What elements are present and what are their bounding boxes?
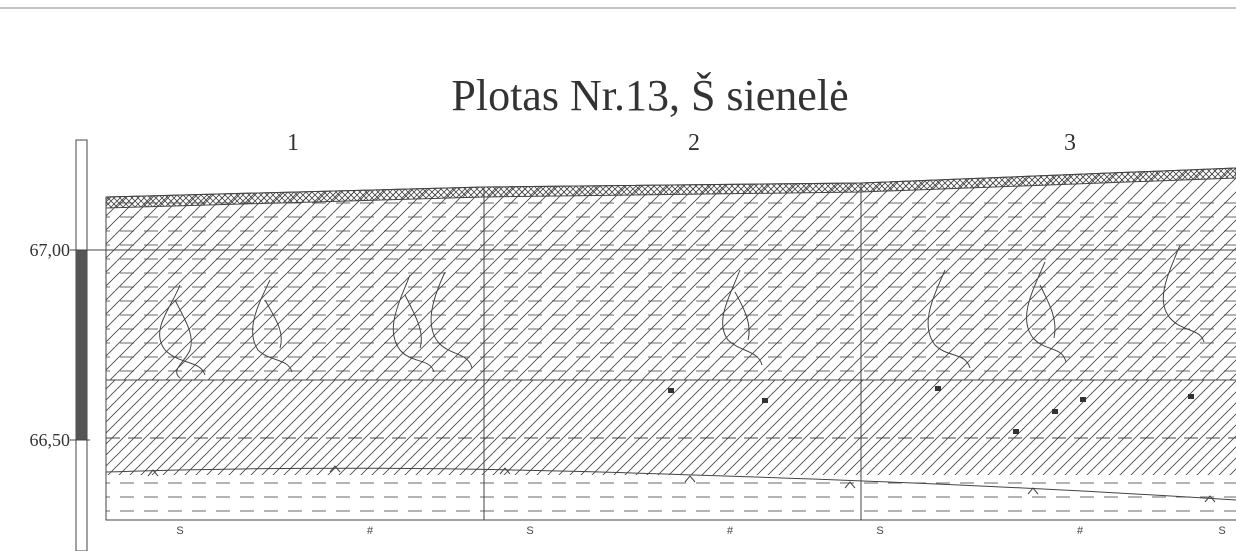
elevation-scale	[70, 139, 90, 551]
column-label-1: 1	[287, 130, 299, 156]
bottom-symbol: S	[1218, 525, 1225, 537]
boundary-marks	[147, 465, 1216, 503]
layer-bottom-dash	[106, 470, 1236, 520]
bottom-symbol: #	[367, 525, 374, 537]
column-label-3: 3	[1064, 130, 1076, 156]
layer-topsoil-dash	[106, 200, 1236, 380]
scale-bar-filled	[76, 250, 87, 440]
bottom-symbol: S	[526, 525, 533, 537]
bottom-symbol: S	[176, 525, 183, 537]
bottom-symbol: #	[727, 525, 734, 537]
soil-layers	[106, 168, 1236, 520]
column-label-2: 2	[688, 130, 700, 156]
layer-boundary-lower	[105, 467, 1236, 501]
drawing-title: Plotas Nr.13, Š sienelė	[451, 71, 848, 120]
elevation-label-lower: 66,50	[30, 430, 71, 450]
layer-middle-hatch	[106, 380, 1236, 475]
root-traces	[159, 244, 1205, 379]
inclusions	[668, 386, 1194, 434]
bottom-symbol: S	[876, 525, 883, 537]
elevation-label-upper: 67,00	[30, 240, 71, 260]
bottom-symbol: #	[1077, 525, 1084, 537]
profile-outline	[105, 167, 1236, 521]
